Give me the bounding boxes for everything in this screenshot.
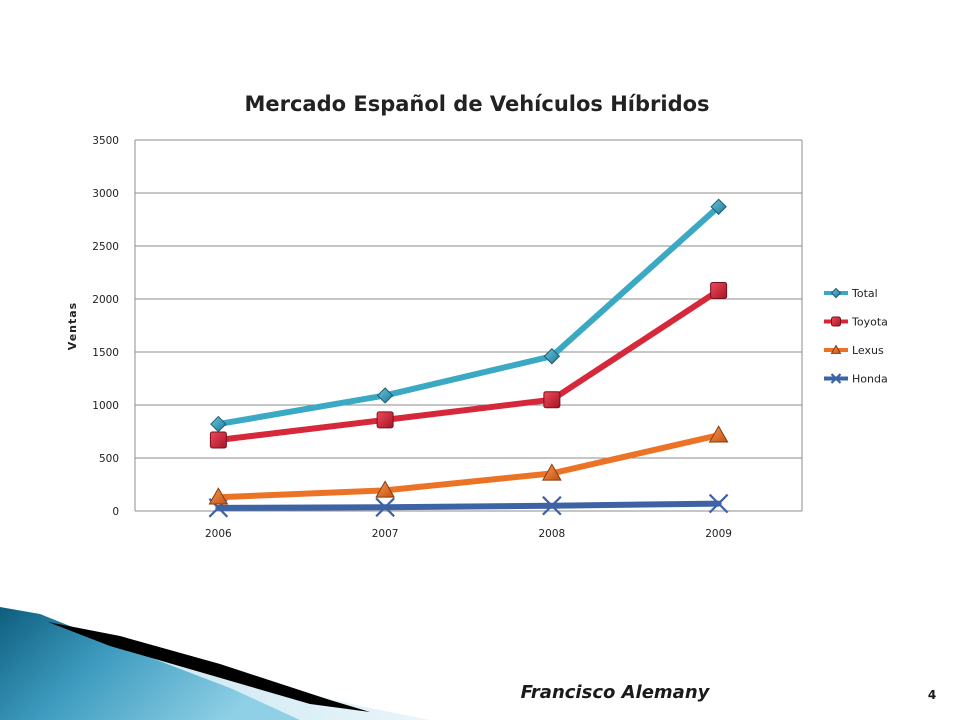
legend-item-total: Total [824,287,878,300]
data-point-total [376,387,394,404]
x-tick-label: 2009 [705,528,732,540]
y-tick-label: 500 [99,453,119,465]
series-honda [208,493,729,518]
data-point-toyota [543,391,561,409]
data-point-toyota [376,411,394,429]
legend-marker [830,287,842,299]
y-tick-label: 1000 [92,400,119,412]
legend-label: Honda [852,373,888,386]
y-tick-label: 3000 [92,188,119,200]
gridlines [134,139,803,512]
data-point-lexus [208,487,229,505]
legend-marker [831,316,841,327]
y-tick-labels: 0 500 1000 1500 2000 2500 3000 3500 [92,135,119,518]
series-lines [208,198,729,518]
series-line-toyota [215,287,722,443]
series-total [210,198,727,433]
swoosh-black-stroke [48,622,370,712]
data-point-lexus [708,425,729,443]
data-point-honda [542,495,562,516]
data-point-lexus [542,463,562,481]
x-tick-label: 2006 [205,528,232,540]
series-lexus [208,425,729,505]
y-tick-label: 2500 [92,241,119,253]
data-point-total [543,348,561,365]
legend-label: Lexus [852,344,884,357]
data-point-total [710,198,727,215]
y-tick-label: 2000 [92,294,119,306]
data-point-honda [375,497,395,518]
author-name: Francisco Alemany [520,682,710,703]
legend-item-honda: Honda [824,373,888,386]
legend-label: Total [851,287,878,300]
y-tick-label: 0 [112,506,119,518]
x-tick-label: 2008 [539,528,566,540]
y-tick-label: 1500 [92,347,119,359]
data-point-lexus [375,480,395,498]
series-line-lexus [215,432,722,501]
legend-label: Toyota [851,316,888,329]
data-point-total [210,415,227,433]
legend: Total Toyota Lexus Honda [824,287,888,386]
y-axis-label: Ventas [66,302,79,350]
y-tick-label: 3500 [92,135,119,147]
x-tick-label: 2007 [372,528,399,540]
page-number: 4 [927,688,937,702]
legend-marker [830,344,842,354]
legend-item-lexus: Lexus [824,344,884,357]
data-point-toyota [209,431,227,449]
series-line-total [215,203,722,428]
data-point-honda [708,493,729,514]
legend-item-toyota: Toyota [824,316,888,329]
x-tick-labels: 2006 2007 2008 2009 [205,528,732,540]
chart-title: Mercado Español de Vehículos Híbridos [244,92,709,116]
legend-marker [830,373,842,384]
series-toyota [209,282,728,449]
swoosh-blue-band [0,607,300,720]
data-point-toyota [710,282,728,300]
series-line-honda [215,500,722,511]
decorative-swoosh [0,607,430,720]
